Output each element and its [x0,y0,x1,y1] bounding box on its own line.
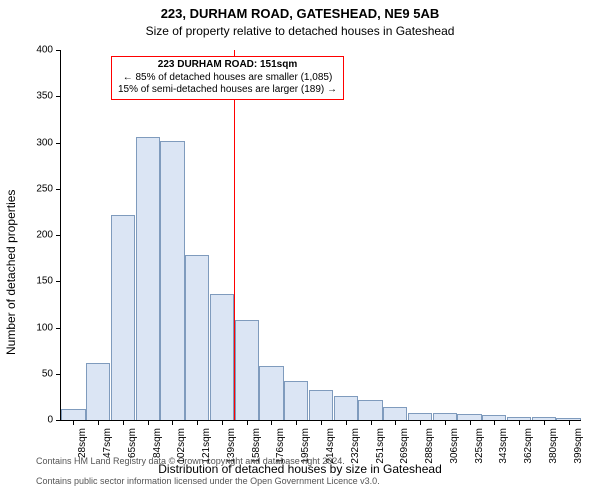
x-tick [321,420,322,425]
x-tick [519,420,520,425]
histogram-bar [185,255,209,420]
y-tick-label: 50 [42,368,53,379]
footnote-line2: Contains public sector information licen… [36,476,380,486]
histogram-bar [210,294,234,420]
histogram-bar [86,363,110,420]
x-tick [371,420,372,425]
annotation-box: 223 DURHAM ROAD: 151sqm ← 85% of detache… [111,56,344,100]
histogram-bar [358,400,382,420]
y-tick [56,281,61,282]
title-address: 223, DURHAM ROAD, GATESHEAD, NE9 5AB [0,6,600,21]
x-tick [544,420,545,425]
histogram-bar [284,381,308,420]
y-tick-label: 150 [36,276,53,287]
x-tick [222,420,223,425]
y-tick [56,374,61,375]
histogram-bar [136,137,160,420]
y-tick [56,189,61,190]
y-tick-label: 200 [36,230,53,241]
y-axis-label: Number of detached properties [4,190,18,355]
histogram-bar [334,396,358,420]
y-tick [56,328,61,329]
x-tick [395,420,396,425]
x-tick [445,420,446,425]
x-tick [346,420,347,425]
histogram-bar [433,413,457,420]
y-tick-label: 350 [36,91,53,102]
histogram-bar [259,366,283,420]
histogram-bar [111,215,135,420]
x-tick [197,420,198,425]
annotation-line1: ← 85% of detached houses are smaller (1,… [118,72,337,85]
x-tick [247,420,248,425]
x-tick [494,420,495,425]
histogram-bar [408,413,432,420]
y-tick-label: 0 [47,415,53,426]
x-tick [420,420,421,425]
footnote-line1: Contains HM Land Registry data © Crown c… [36,456,380,466]
y-tick-label: 400 [36,45,53,56]
chart-container: 223, DURHAM ROAD, GATESHEAD, NE9 5AB Siz… [0,0,600,500]
x-tick [296,420,297,425]
x-tick [470,420,471,425]
y-tick-label: 100 [36,322,53,333]
y-tick [56,96,61,97]
histogram-bar [160,141,184,420]
footnote: Contains HM Land Registry data © Crown c… [36,445,380,497]
histogram-bar [309,390,333,420]
x-tick [123,420,124,425]
histogram-bar [235,320,259,420]
y-tick-label: 250 [36,183,53,194]
x-tick [569,420,570,425]
x-tick [73,420,74,425]
title-subtitle: Size of property relative to detached ho… [0,24,600,38]
histogram-bar [383,407,407,420]
x-tick [98,420,99,425]
y-tick [56,420,61,421]
annotation-line2: 15% of semi-detached houses are larger (… [118,84,337,97]
y-tick [56,50,61,51]
annotation-title: 223 DURHAM ROAD: 151sqm [118,59,337,72]
x-tick [172,420,173,425]
reference-line [234,50,235,420]
plot-area: 05010015020025030035040028sqm47sqm65sqm8… [60,50,581,421]
x-tick [271,420,272,425]
x-tick [148,420,149,425]
y-tick [56,143,61,144]
y-tick-label: 300 [36,137,53,148]
y-tick [56,235,61,236]
histogram-bar [61,409,85,420]
